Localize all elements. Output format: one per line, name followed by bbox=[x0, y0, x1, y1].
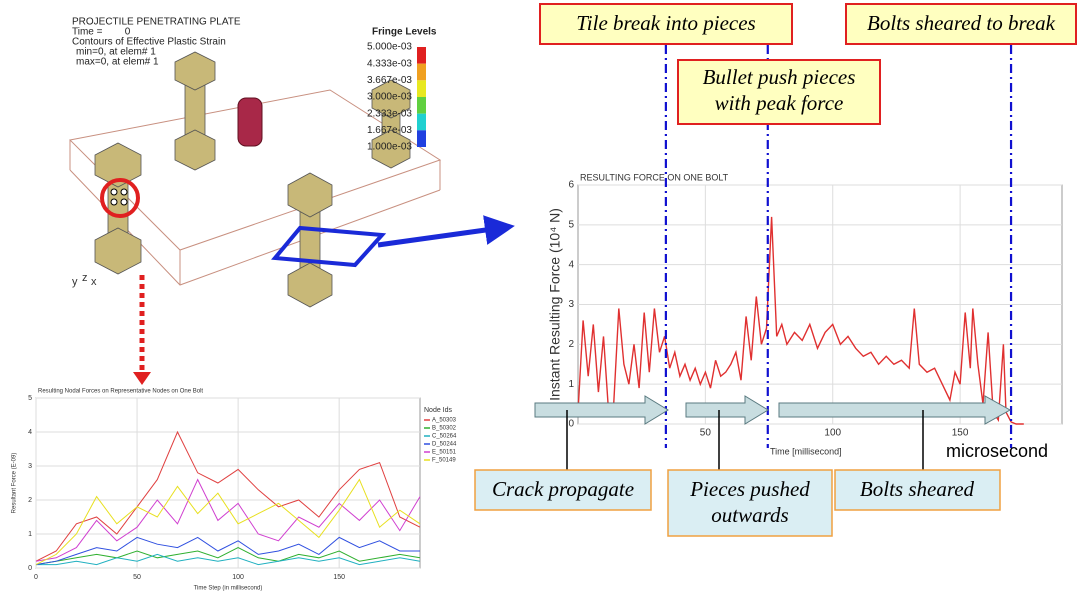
x-tick-label: 100 bbox=[232, 574, 244, 581]
legend-label: F_50149 bbox=[432, 458, 456, 464]
svg-text:y: y bbox=[72, 276, 78, 288]
legend-label: A_50303 bbox=[432, 418, 457, 424]
x-tick-label: 100 bbox=[824, 428, 841, 439]
unit-label: microsecond bbox=[946, 441, 1048, 461]
callouts: Tile break into pieces Bolts sheared to … bbox=[474, 3, 1077, 537]
fringe-swatch bbox=[417, 80, 426, 97]
fringe-swatch bbox=[417, 97, 426, 114]
x-tick-label: 0 bbox=[34, 574, 38, 581]
y-tick-label: 1 bbox=[28, 531, 32, 538]
fringe-label: 4.333e-03 bbox=[367, 58, 412, 69]
fringe-title: Fringe Levels bbox=[372, 27, 437, 38]
fringe-swatch bbox=[417, 130, 426, 147]
x-axis-label: Time [millisecond] bbox=[770, 446, 842, 456]
series-line bbox=[35, 478, 421, 566]
callout-bullet: Bullet push pieces bbox=[703, 65, 856, 89]
fringe-swatch bbox=[417, 47, 426, 64]
x-axis-label: Time Step (in millisecond) bbox=[194, 586, 263, 592]
chart-title: Resulting Nodal Forces on Representative… bbox=[38, 389, 203, 395]
series-line bbox=[35, 478, 421, 562]
y-tick-label: 5 bbox=[28, 395, 32, 402]
sim-contours: Contours of Effective Plastic Strain bbox=[72, 37, 226, 48]
y-axis-label: Instant Resulting Force (10⁴ N) bbox=[547, 208, 563, 401]
fringe-label: 1.000e-03 bbox=[367, 142, 412, 153]
chart-title: RESULTING FORCE ON ONE BOLT bbox=[580, 172, 729, 182]
fringe-label: 3.667e-03 bbox=[367, 75, 412, 86]
x-tick-label: 150 bbox=[952, 428, 969, 439]
fringe-swatch bbox=[417, 113, 426, 131]
y-tick-label: 4 bbox=[28, 429, 32, 436]
series-line bbox=[35, 547, 421, 566]
y-tick-label: 0 bbox=[568, 419, 574, 430]
svg-text:z: z bbox=[82, 272, 88, 284]
legend-label: E_50151 bbox=[432, 450, 457, 456]
series-line bbox=[577, 216, 1024, 425]
callout-bolts-break: Bolts sheared to break bbox=[867, 11, 1056, 35]
x-tick-label: 50 bbox=[700, 428, 712, 439]
sim-time: Time = 0 bbox=[72, 27, 131, 38]
sim-title: PROJECTILE PENETRATING PLATE bbox=[72, 17, 241, 28]
y-tick-label: 3 bbox=[568, 299, 574, 310]
fringe-label: 3.000e-03 bbox=[367, 92, 412, 103]
callout-crack: Crack propagate bbox=[492, 477, 634, 501]
sim-max: max=0, at elem# 1 bbox=[76, 57, 159, 68]
y-tick-label: 2 bbox=[568, 339, 574, 350]
fringe-label: 2.333e-03 bbox=[367, 108, 412, 119]
series-line bbox=[36, 553, 421, 566]
y-tick-label: 4 bbox=[568, 259, 574, 270]
fringe-label: 1.667e-03 bbox=[367, 125, 412, 136]
series-line bbox=[35, 536, 420, 566]
x-tick-label: 50 bbox=[133, 574, 141, 581]
y-axis-label: Resultant Force (E-09) bbox=[12, 453, 18, 514]
sim-min: min=0, at elem# 1 bbox=[76, 47, 156, 58]
series-line bbox=[35, 430, 421, 562]
x-tick-label: 150 bbox=[333, 574, 345, 581]
legend-label: C_50264 bbox=[432, 434, 457, 440]
y-tick-label: 3 bbox=[28, 463, 32, 470]
y-tick-label: 5 bbox=[568, 219, 574, 230]
y-tick-label: 1 bbox=[568, 379, 574, 390]
simulation-labels: PROJECTILE PENETRATING PLATE Time = 0 Co… bbox=[72, 17, 437, 68]
callout-bolts: Bolts sheared bbox=[860, 477, 975, 501]
fringe-swatch bbox=[417, 63, 426, 81]
plot-area bbox=[35, 397, 421, 569]
legend-title: Node Ids bbox=[424, 407, 453, 414]
legend-label: B_50302 bbox=[432, 426, 457, 432]
svg-text:x: x bbox=[91, 276, 97, 288]
callout-bullet: with peak force bbox=[715, 91, 844, 115]
callout-pieces: outwards bbox=[711, 503, 788, 527]
legend-label: D_50244 bbox=[432, 442, 457, 448]
callout-tile: Tile break into pieces bbox=[576, 11, 755, 35]
y-tick-label: 6 bbox=[568, 180, 574, 191]
callout-pieces: Pieces pushed bbox=[689, 477, 810, 501]
y-tick-label: 0 bbox=[28, 565, 32, 572]
y-tick-label: 2 bbox=[28, 497, 32, 504]
fringe-label: 5.000e-03 bbox=[367, 42, 412, 53]
